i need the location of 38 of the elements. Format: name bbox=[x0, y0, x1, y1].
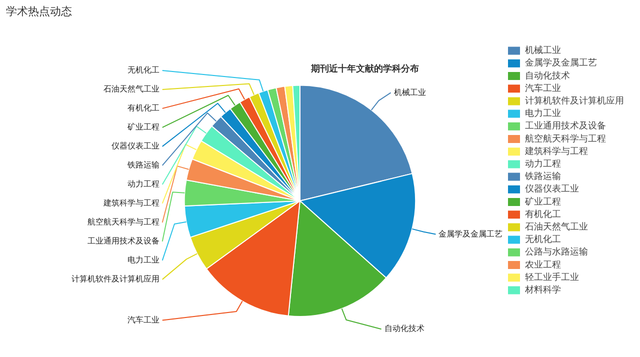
legend-label: 金属学及金属工艺 bbox=[525, 58, 597, 69]
text: 期刊近十年文献的学科分布 bbox=[310, 64, 419, 75]
legend-label: 轻工业手工业 bbox=[525, 272, 579, 283]
slice-label: 建筑科学与工程 bbox=[102, 198, 160, 208]
legend-label: 仪器仪表工业 bbox=[525, 184, 579, 195]
legend-label: 动力工程 bbox=[525, 158, 561, 170]
legend-label: 自动化技术 bbox=[525, 70, 570, 82]
slice-label: 仪器仪表工业 bbox=[111, 142, 160, 151]
legend-label: 无机化工 bbox=[525, 234, 561, 246]
slice-label: 汽车工业 bbox=[127, 315, 160, 324]
legend-label: 建筑科学与工程 bbox=[524, 146, 588, 157]
legend-label: 材料科学 bbox=[524, 284, 561, 296]
legend-label: 汽车工业 bbox=[525, 82, 561, 94]
slice-label: 矿业工程 bbox=[126, 122, 160, 132]
legend-label: 矿业工程 bbox=[524, 196, 561, 208]
slice-label: 机械工业 bbox=[394, 88, 426, 97]
legend-label: 铁路运输 bbox=[524, 171, 561, 182]
legend-label: 机械工业 bbox=[525, 45, 561, 56]
legend-label: 公路与水路运输 bbox=[525, 246, 588, 258]
legend-label: 计算机软件及计算机应用 bbox=[525, 96, 624, 107]
legend-label: 有机化工 bbox=[525, 208, 561, 220]
legend-label: 电力工业 bbox=[525, 108, 561, 120]
slice-label: 航空航天科学与工程 bbox=[87, 218, 160, 227]
text: 学术热点动态 bbox=[6, 4, 72, 19]
slice-label: 电力工业 bbox=[127, 256, 160, 265]
legend-label: 航空航天科学与工程 bbox=[525, 133, 606, 144]
slice-label: 动力工程 bbox=[127, 180, 160, 189]
legend-label: 石油天然气工业 bbox=[525, 222, 588, 233]
slice-label: 石油天然气工业 bbox=[103, 84, 160, 94]
legend-label: 工业通用技术及设备 bbox=[525, 120, 606, 132]
slice-label: 无机化工 bbox=[127, 66, 160, 75]
slice-label: 有机化工 bbox=[127, 104, 160, 113]
slice-label: 铁路运输 bbox=[126, 160, 160, 170]
legend-label: 农业工程 bbox=[525, 259, 561, 270]
slice-label: 金属学及金属工艺 bbox=[438, 229, 503, 238]
slice-label: 工业通用技术及设备 bbox=[87, 236, 160, 246]
slice-label: 自动化技术 bbox=[384, 324, 424, 334]
slice-label: 计算机软件及计算机应用 bbox=[71, 274, 160, 284]
